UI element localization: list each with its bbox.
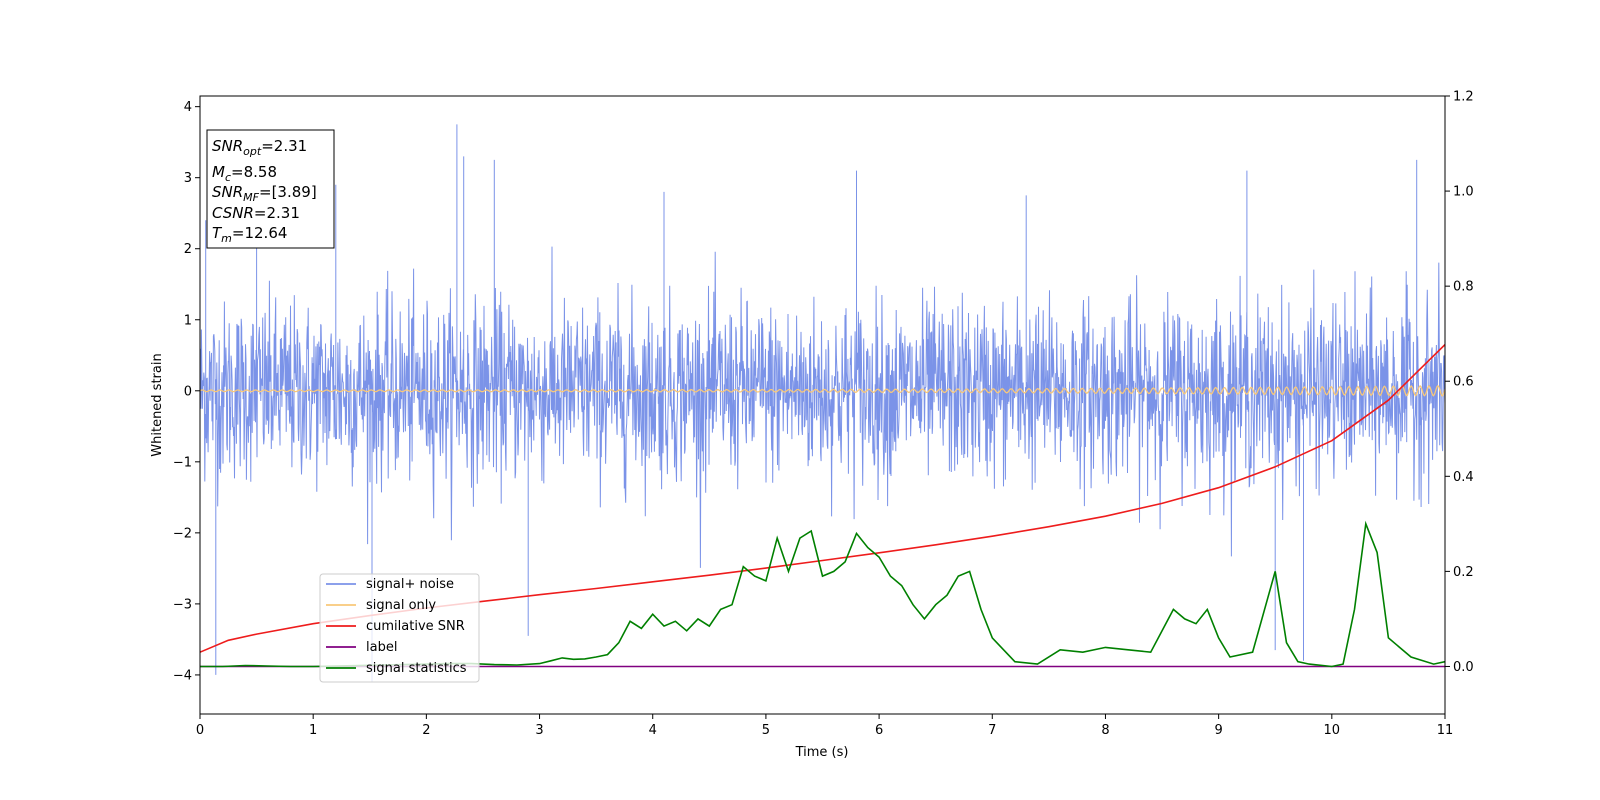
y-tick-label: −4	[173, 668, 192, 683]
y-tick-label: 1	[184, 313, 192, 328]
y-tick-label: 2	[184, 242, 192, 257]
info-tm: Tm=12.64	[212, 224, 287, 245]
series-signal-only	[200, 384, 1445, 397]
info-box: SNRopt=2.31 Mc=8.58 SNRMF=[3.89] CSNR=2.…	[206, 129, 335, 249]
legend: signal+ noise signal only cumilative SNR la…	[319, 573, 480, 683]
legend-label: cumilative SNR	[366, 619, 465, 634]
plot-frame	[199, 95, 1446, 715]
x-tick-label: 2	[422, 723, 430, 738]
x-tick-label: 3	[535, 723, 543, 738]
x-tick-label: 9	[1214, 723, 1222, 738]
legend-label: signal statistics	[366, 661, 467, 676]
info-snr-opt: SNRopt=2.31	[212, 137, 307, 158]
x-tick-label: 1	[309, 723, 317, 738]
x-tick-label: 10	[1324, 723, 1341, 738]
y-axis-left: 4 3 2 1 0 −1 −2 −3 −4	[173, 100, 200, 683]
x-axis-title: Time (s)	[795, 745, 849, 760]
plot-series	[200, 124, 1445, 682]
x-tick-label: 4	[649, 723, 657, 738]
y-tick-label: −1	[173, 455, 192, 470]
y2-tick-label: 0.6	[1453, 375, 1474, 390]
info-mc: Mc=8.58	[212, 163, 277, 184]
x-tick-label: 5	[762, 723, 770, 738]
y-axis-title: Whitened strain	[150, 353, 165, 456]
y-tick-label: 3	[184, 171, 192, 186]
y-axis-right: 1.2 1.0 0.8 0.6 0.4 0.2 0.0	[1445, 90, 1474, 675]
y-tick-label: −3	[173, 597, 192, 612]
legend-label: signal+ noise	[366, 577, 454, 592]
y2-tick-label: 1.2	[1453, 90, 1474, 105]
y2-tick-label: 0.0	[1453, 660, 1474, 675]
y-tick-label: 0	[184, 384, 192, 399]
x-tick-label: 0	[196, 723, 204, 738]
x-tick-label: 11	[1437, 723, 1454, 738]
y2-tick-label: 0.8	[1453, 280, 1474, 295]
y2-tick-label: 1.0	[1453, 185, 1474, 200]
series-signal-statistics	[200, 520, 1445, 668]
x-tick-label: 8	[1101, 723, 1109, 738]
info-snr-mf: SNRMF=[3.89]	[212, 183, 317, 204]
x-tick-label: 7	[988, 723, 996, 738]
y-tick-label: 4	[184, 100, 192, 115]
legend-label: signal only	[366, 598, 436, 613]
series-signal-noise	[200, 124, 1445, 682]
y-tick-label: −2	[173, 526, 192, 541]
y2-tick-label: 0.4	[1453, 470, 1474, 485]
y2-tick-label: 0.2	[1453, 565, 1474, 580]
info-csnr: CSNR=2.31	[212, 204, 300, 222]
x-axis: 0 1 2 3 4 5 6 7 8 9 10 11	[196, 714, 1453, 738]
x-tick-label: 6	[875, 723, 883, 738]
legend-label: label	[366, 640, 397, 655]
